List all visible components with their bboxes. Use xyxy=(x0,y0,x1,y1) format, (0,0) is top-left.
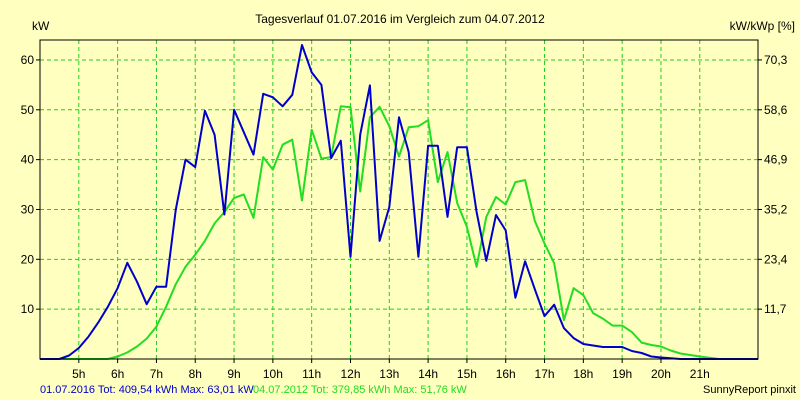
x-tick-label: 7h xyxy=(150,367,163,381)
x-tick-label: 18h xyxy=(573,367,593,381)
x-tick-label: 19h xyxy=(612,367,632,381)
series-lines xyxy=(40,44,758,360)
y-left-tick-label: 30 xyxy=(21,202,35,216)
y-right-tick-label: 23,4 xyxy=(764,252,788,266)
x-tick-label: 11h xyxy=(302,367,321,381)
x-tick-label: 16h xyxy=(496,367,516,381)
y-left-tick-label: 40 xyxy=(21,153,35,167)
x-tick-label: 17h xyxy=(535,367,555,381)
y-left-tick-label: 20 xyxy=(21,252,35,266)
x-tick-label: 21h xyxy=(690,367,710,381)
x-tick-label: 5h xyxy=(72,367,85,381)
y-right-tick-label: 58,6 xyxy=(764,103,788,117)
x-axis-ticks: 5h 6h 7h 8h 9h 10h 11h 12h 13h 14h 15h 16h 17h 18h 19h… xyxy=(72,359,710,381)
x-tick-label: 9h xyxy=(227,367,240,381)
series-line-s2012 xyxy=(40,105,758,360)
y-right-tick-label: 70,3 xyxy=(764,53,788,67)
y-axis-left-ticks: 10 20 30 40 50 60 xyxy=(21,53,40,316)
footer-stats-2012: 04.07.2012 Tot: 379,85 kWh Max: 51,76 kW xyxy=(253,384,467,396)
y-right-tick-label: 35,2 xyxy=(764,202,788,216)
x-tick-label: 13h xyxy=(379,367,399,381)
series-line-s2016 xyxy=(40,44,758,360)
footer-stats-2016: 01.07.2016 Tot: 409,54 kWh Max: 63,01 kW xyxy=(40,384,254,396)
chart-title: Tagesverlauf 01.07.2016 im Vergleich zum… xyxy=(255,12,545,26)
x-tick-label: 6h xyxy=(111,367,124,381)
x-tick-label: 15h xyxy=(457,367,477,381)
x-tick-label: 14h xyxy=(418,367,438,381)
x-tick-label: 8h xyxy=(189,367,202,381)
y-right-tick-label: 46,9 xyxy=(764,153,788,167)
footer-credit: SunnyReport pinxit xyxy=(703,384,796,396)
x-tick-label: 12h xyxy=(340,367,360,381)
grid-lines xyxy=(40,40,758,359)
y-axis-right-ticks: 11,7 23,4 35,2 46,9 58,6 70,3 xyxy=(758,53,788,316)
y-right-tick-label: 11,7 xyxy=(764,302,787,316)
plot-border xyxy=(39,39,759,360)
y-left-tick-label: 10 xyxy=(21,302,35,316)
y-left-tick-label: 50 xyxy=(21,103,35,117)
x-tick-label: 20h xyxy=(651,367,671,381)
y-left-tick-label: 60 xyxy=(21,53,35,67)
y-axis-right-label: kW/kWp [%] xyxy=(730,19,795,33)
x-tick-label: 10h xyxy=(263,367,283,381)
y-axis-left-label: kW xyxy=(32,19,50,33)
plot-area xyxy=(39,39,759,360)
